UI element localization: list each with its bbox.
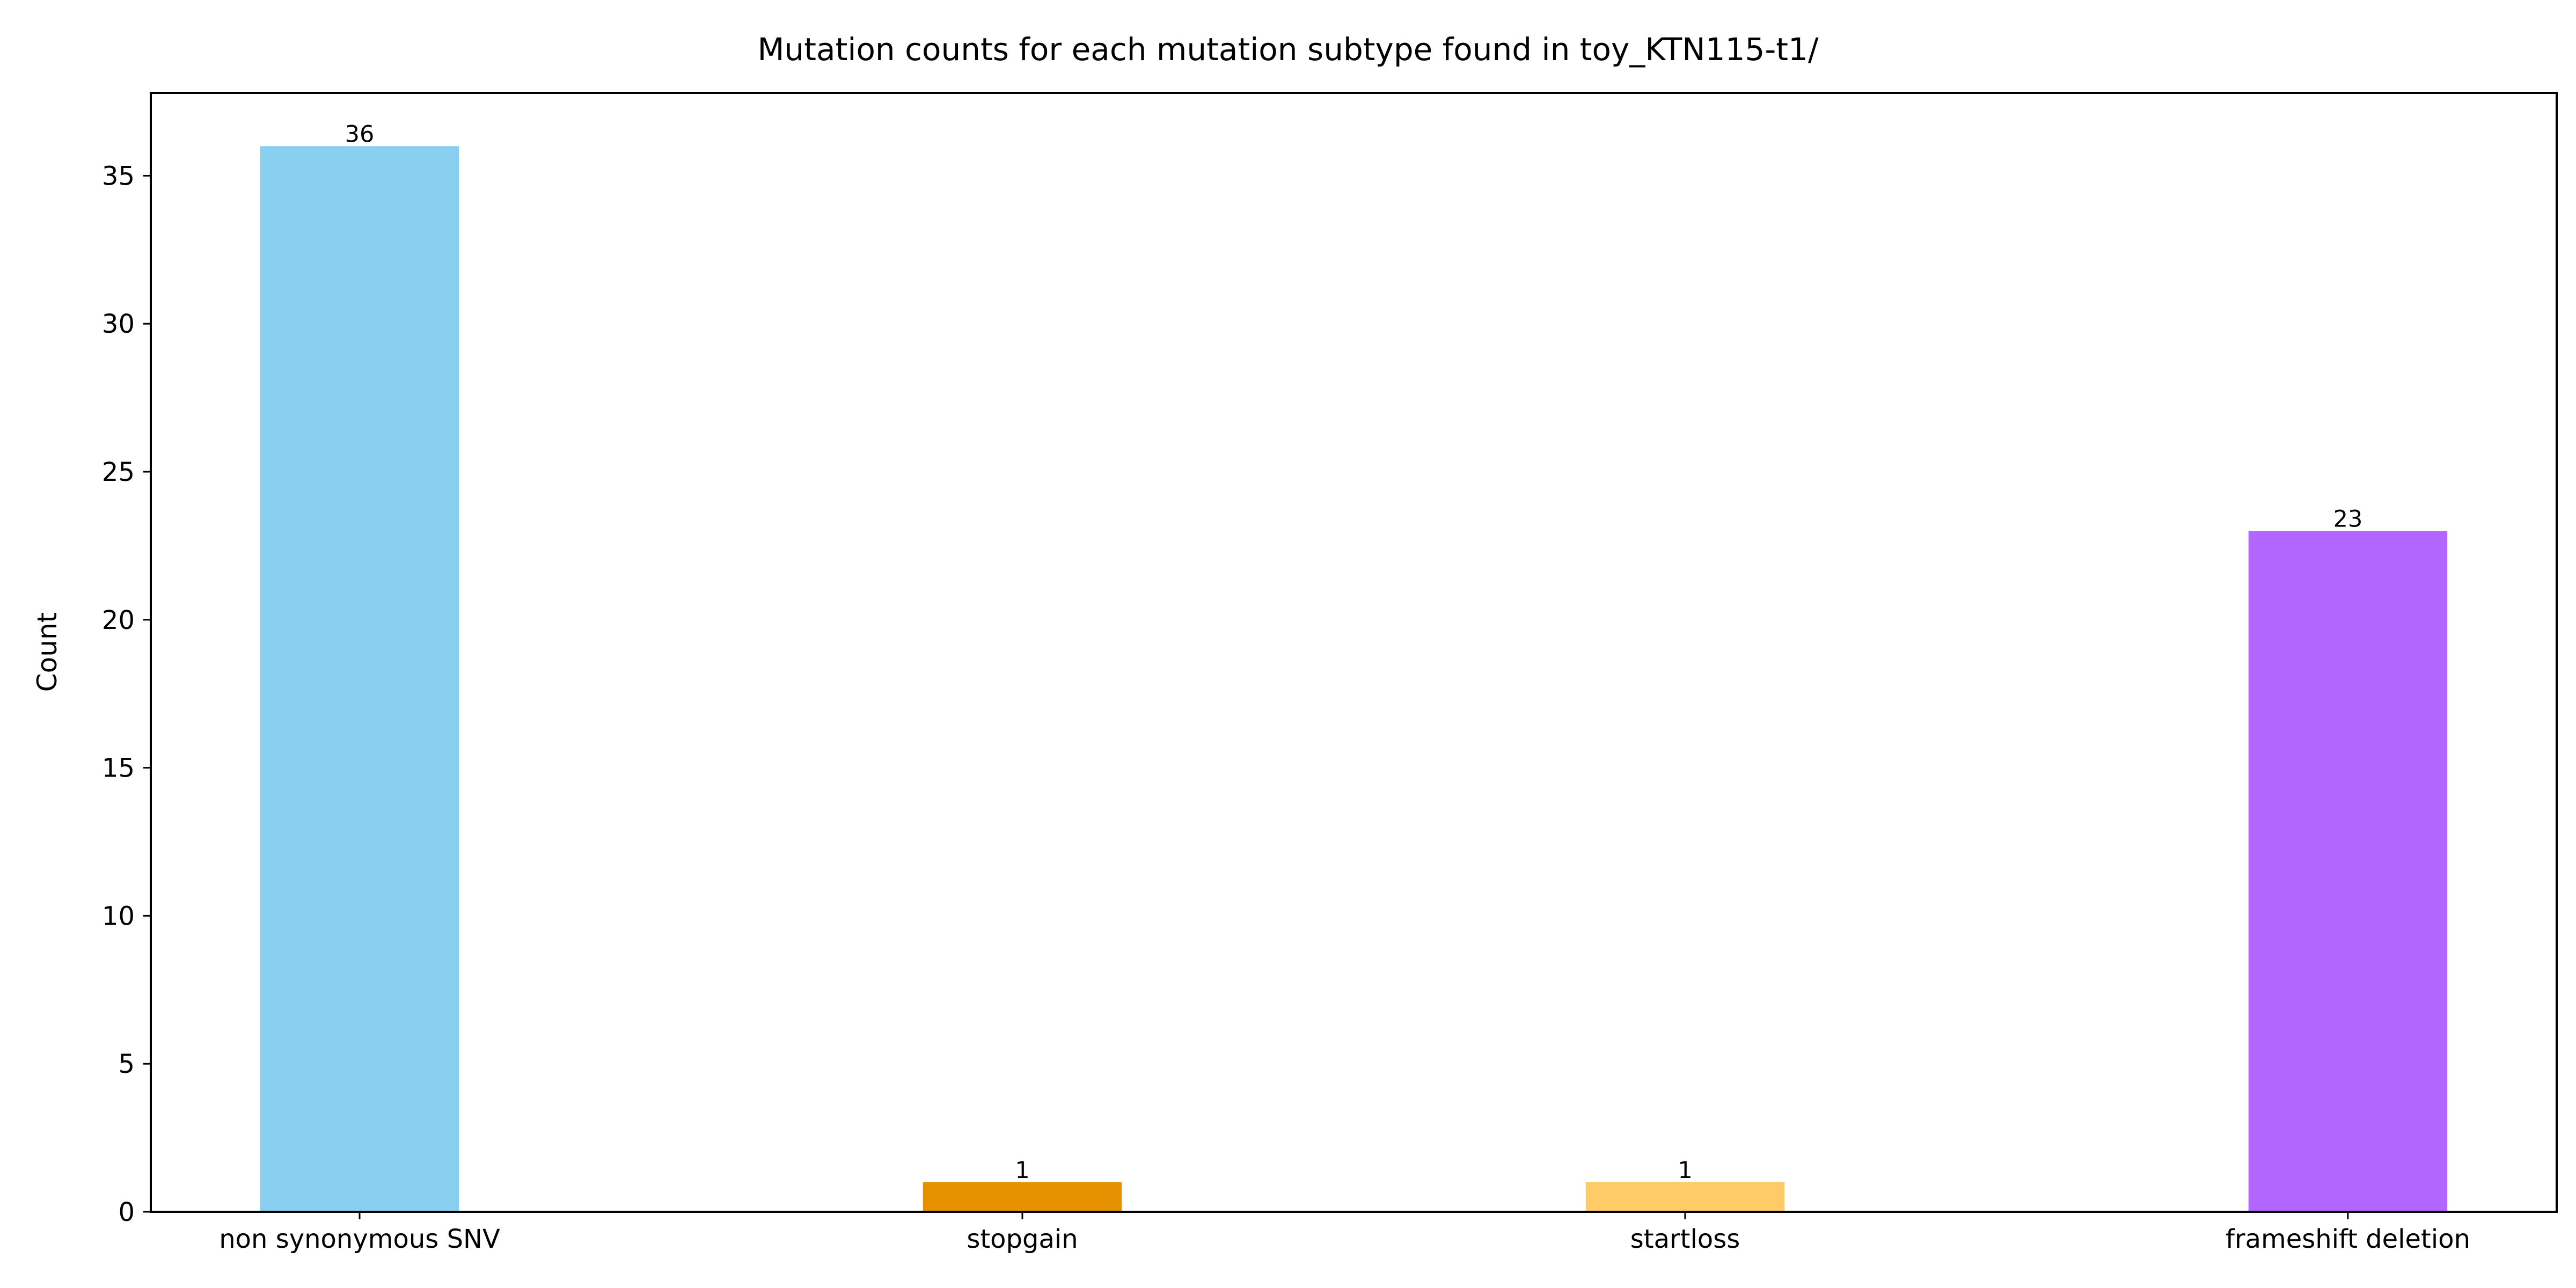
y-tick-label-5: 5 xyxy=(118,1049,135,1079)
data-label-frameshift-deletion: 23 xyxy=(2333,506,2363,532)
plot-area-frame xyxy=(150,92,2558,1213)
y-axis-ticks: 0 5 10 15 20 25 30 35 xyxy=(102,161,151,1227)
data-label-startloss: 1 xyxy=(1678,1157,1692,1184)
y-tick-label-35: 35 xyxy=(102,161,135,191)
y-axis-title: Count xyxy=(32,612,63,692)
data-label-non-synonymous-snv: 36 xyxy=(345,121,375,148)
x-tick-label-non-synonymous-snv: non synonymous SNV xyxy=(219,1224,500,1254)
y-tick-label-10: 10 xyxy=(102,901,135,931)
y-tick-label-0: 0 xyxy=(118,1197,135,1227)
bar-frameshift-deletion xyxy=(2248,531,2448,1212)
x-tick-label-stopgain: stopgain xyxy=(967,1224,1078,1254)
data-labels-layer: 36 1 1 23 xyxy=(345,121,2363,1184)
y-tick-label-20: 20 xyxy=(102,605,135,635)
y-tick-label-25: 25 xyxy=(102,457,135,487)
x-tick-label-frameshift-deletion: frameshift deletion xyxy=(2226,1224,2470,1254)
y-tick-label-15: 15 xyxy=(102,753,135,784)
bar-stopgain xyxy=(923,1182,1122,1212)
x-axis-ticks: non synonymous SNV stopgain startloss frame… xyxy=(219,1212,2470,1254)
data-label-stopgain: 1 xyxy=(1015,1157,1029,1184)
chart-title: Mutation counts for each mutation subtyp… xyxy=(758,31,1819,68)
x-tick-label-startloss: startloss xyxy=(1630,1224,1740,1254)
bar-startloss xyxy=(1585,1182,1785,1212)
y-tick-label-30: 30 xyxy=(102,309,135,339)
bars-layer xyxy=(260,146,2448,1212)
bar-non-synonymous-snv xyxy=(260,146,459,1212)
